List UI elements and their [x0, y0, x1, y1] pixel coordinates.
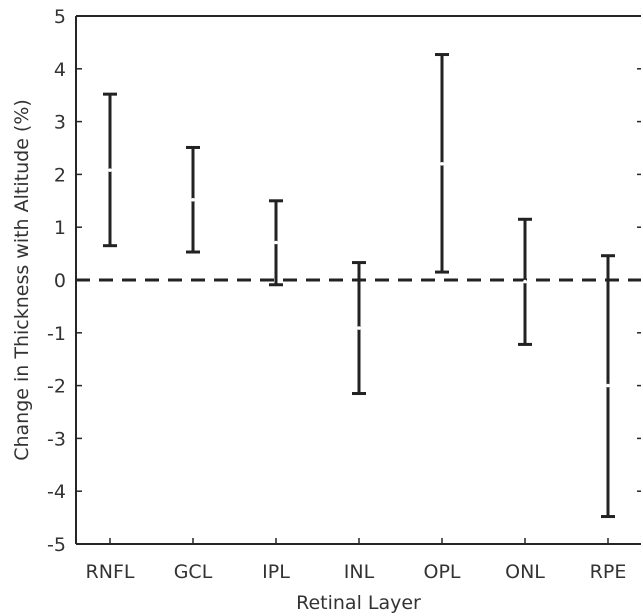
y-tick-label: -1: [47, 323, 66, 345]
y-tick-label: -3: [47, 428, 66, 450]
error-bar-gcl: [186, 145, 200, 254]
x-tick-label: RNFL: [86, 561, 135, 583]
x-axis-label: Retinal Layer: [296, 592, 421, 614]
error-bar-rnfl: [103, 92, 117, 248]
error-bar-mean-point: [606, 383, 610, 388]
x-tick-label: INL: [344, 561, 375, 583]
y-tick-label: 5: [54, 6, 66, 28]
y-tick-label: -2: [47, 376, 66, 398]
error-bar-mean-point: [440, 162, 444, 166]
x-tick-label: ONL: [505, 561, 545, 583]
x-tick-label: GCL: [174, 561, 213, 583]
x-axis-ticks: RNFL GCL IPL INL OPL ONL RPE: [86, 538, 627, 583]
y-tick-label: 1: [54, 217, 66, 239]
error-bar-onl: [518, 217, 532, 346]
y-tick-label: -5: [47, 534, 66, 556]
y-tick-label: 0: [54, 270, 66, 292]
error-bar-ipl: [269, 199, 283, 287]
error-bar-opl: [435, 53, 449, 274]
error-bar-inl: [352, 261, 366, 396]
y-tick-label: 2: [54, 164, 66, 186]
x-tick-label: OPL: [424, 561, 461, 583]
y-axis-ticks: -5 -4 -3 -2 -1 0 1 2 3 4 5: [47, 6, 641, 556]
y-tick-label: -4: [47, 481, 66, 503]
error-bar-mean-point: [523, 279, 527, 284]
x-tick-label: RPE: [590, 561, 627, 583]
error-bar-mean-point: [274, 240, 278, 245]
error-bar-mean-point: [191, 197, 195, 202]
y-tick-label: 4: [54, 59, 66, 81]
error-bar-mean-point: [357, 326, 361, 330]
error-bar-rpe: [601, 254, 615, 519]
error-bar-mean-point: [108, 168, 112, 172]
y-tick-label: 3: [54, 112, 66, 134]
error-bars: [103, 53, 615, 519]
y-axis-label: Change in Thickness with Altitude (%): [11, 99, 33, 461]
x-tick-label: IPL: [262, 561, 290, 583]
